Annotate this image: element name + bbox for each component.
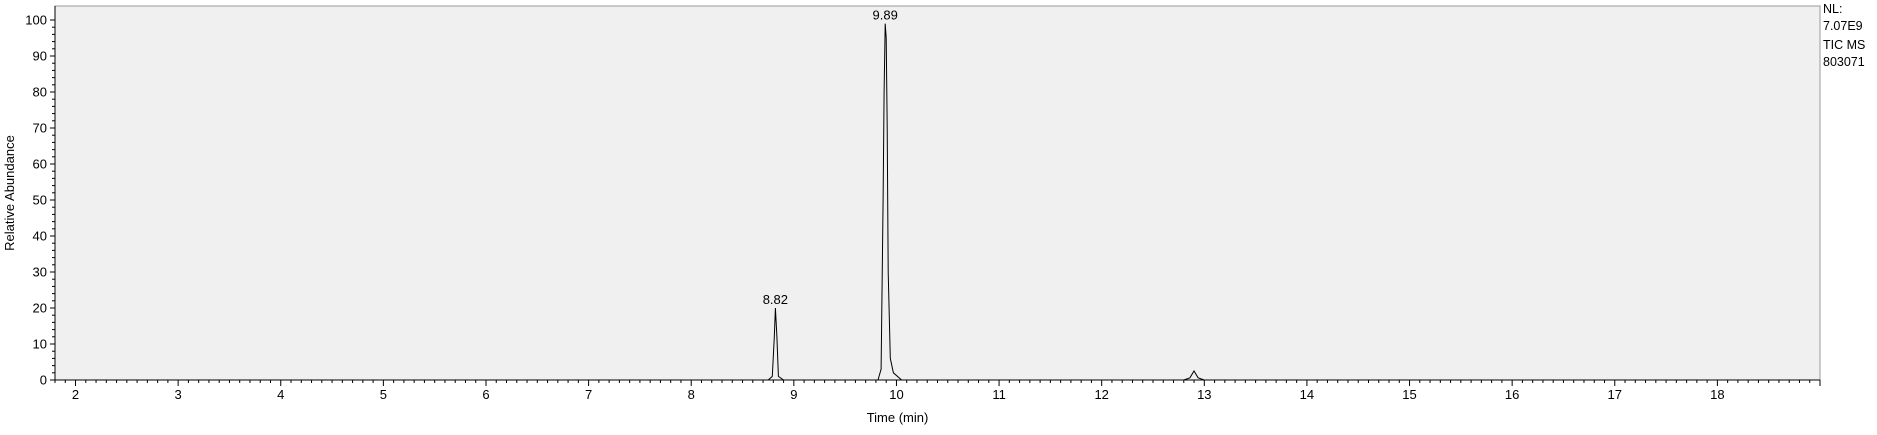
x-tick-label: 6 [482, 387, 489, 402]
x-tick-label: 2 [72, 387, 79, 402]
x-tick-label: 5 [380, 387, 387, 402]
sample-id-label: 803071 [1823, 55, 1865, 69]
tic-trace-line [55, 23, 1820, 381]
y-tick-label: 60 [33, 157, 47, 172]
peak-labels: 8.82 9.89 [763, 8, 898, 307]
x-tick-label: 14 [1300, 387, 1314, 402]
y-axis-title: Relative Abundance [2, 135, 17, 251]
y-axis: 0 10 20 30 40 50 60 70 80 90 100 [25, 6, 56, 388]
x-tick-label: 17 [1608, 387, 1622, 402]
x-tick-label: 15 [1402, 387, 1416, 402]
peak-label: 9.89 [873, 8, 898, 23]
x-tick-label: 4 [277, 387, 284, 402]
y-tick-label: 50 [33, 193, 47, 208]
y-tick-label: 100 [25, 13, 47, 28]
trace-type-label: TIC MS [1823, 38, 1866, 52]
peak-label: 8.82 [763, 292, 788, 307]
y-tick-label: 80 [33, 85, 47, 100]
x-tick-label: 13 [1197, 387, 1211, 402]
y-tick-label: 30 [33, 265, 47, 280]
y-tick-label: 20 [33, 301, 47, 316]
x-tick-label: 8 [688, 387, 695, 402]
x-tick-label: 9 [790, 387, 797, 402]
y-tick-label: 10 [33, 337, 47, 352]
x-tick-label: 12 [1094, 387, 1108, 402]
y-tick-label: 40 [33, 229, 47, 244]
x-tick-label: 11 [992, 387, 1006, 402]
nl-value: 7.07E9 [1823, 19, 1863, 33]
x-axis: 2 3 4 5 6 7 8 9 10 11 12 13 14 15 16 17 18 [54, 379, 1821, 402]
plot-area [54, 5, 1821, 381]
x-tick-label: 3 [175, 387, 182, 402]
x-tick-label: 10 [889, 387, 903, 402]
x-axis-title: Time (min) [867, 410, 929, 425]
y-tick-label: 0 [40, 373, 47, 388]
y-tick-label: 90 [33, 49, 47, 64]
y-tick-label: 70 [33, 121, 47, 136]
nl-label: NL: [1823, 2, 1843, 16]
x-tick-label: 7 [585, 387, 592, 402]
x-tick-label: 18 [1710, 387, 1724, 402]
x-tick-label: 16 [1505, 387, 1519, 402]
